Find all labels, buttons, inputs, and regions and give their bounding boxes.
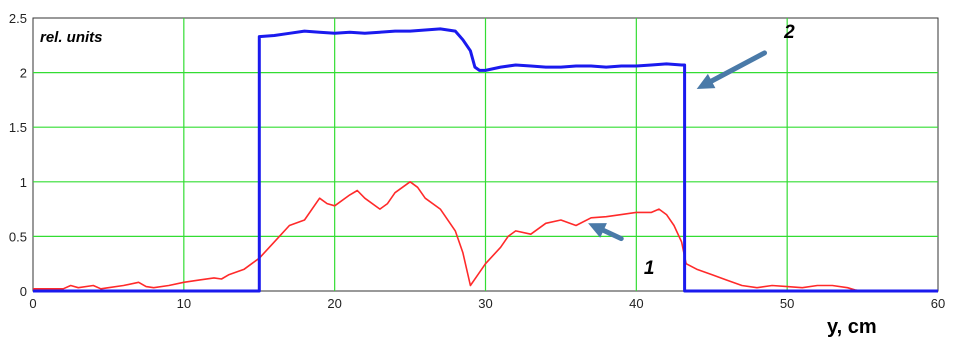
annotation-label-2: 2 — [783, 22, 795, 43]
x-tick-label: 50 — [780, 296, 794, 311]
y-tick-label: 0 — [20, 284, 27, 299]
y-tick-label: 1.5 — [9, 120, 27, 135]
series-1-line — [33, 181, 863, 292]
annotation-arrowhead-2 — [696, 73, 716, 89]
x-tick-label: 30 — [478, 296, 492, 311]
x-tick-label: 20 — [327, 296, 341, 311]
annotation-arrowhead-1 — [588, 223, 607, 238]
y-tick-label: 2 — [20, 66, 27, 81]
y-tick-label: 0.5 — [9, 229, 27, 244]
series-layer — [33, 27, 938, 293]
annotation-arrow-1 — [601, 227, 624, 242]
x-tick-label: 0 — [29, 296, 36, 311]
y-tick-label: 2.5 — [9, 11, 27, 26]
x-axis-label: y, cm — [827, 316, 877, 338]
annotations: 12 — [588, 22, 795, 279]
annotation-label-1: 1 — [644, 258, 655, 279]
series-2-line — [33, 27, 938, 293]
grid-lines — [33, 18, 938, 291]
x-tick-label: 10 — [177, 296, 191, 311]
x-tick-label: 60 — [931, 296, 945, 311]
y-axis-label: rel. units — [40, 29, 103, 46]
annotation-arrow-2 — [709, 50, 768, 84]
y-tick-label: 1 — [20, 175, 27, 190]
x-tick-label: 40 — [629, 296, 643, 311]
tick-labels: 0 10 20 30 40 50 60 0 0.5 1 1.5 2 2.5 — [9, 11, 945, 311]
